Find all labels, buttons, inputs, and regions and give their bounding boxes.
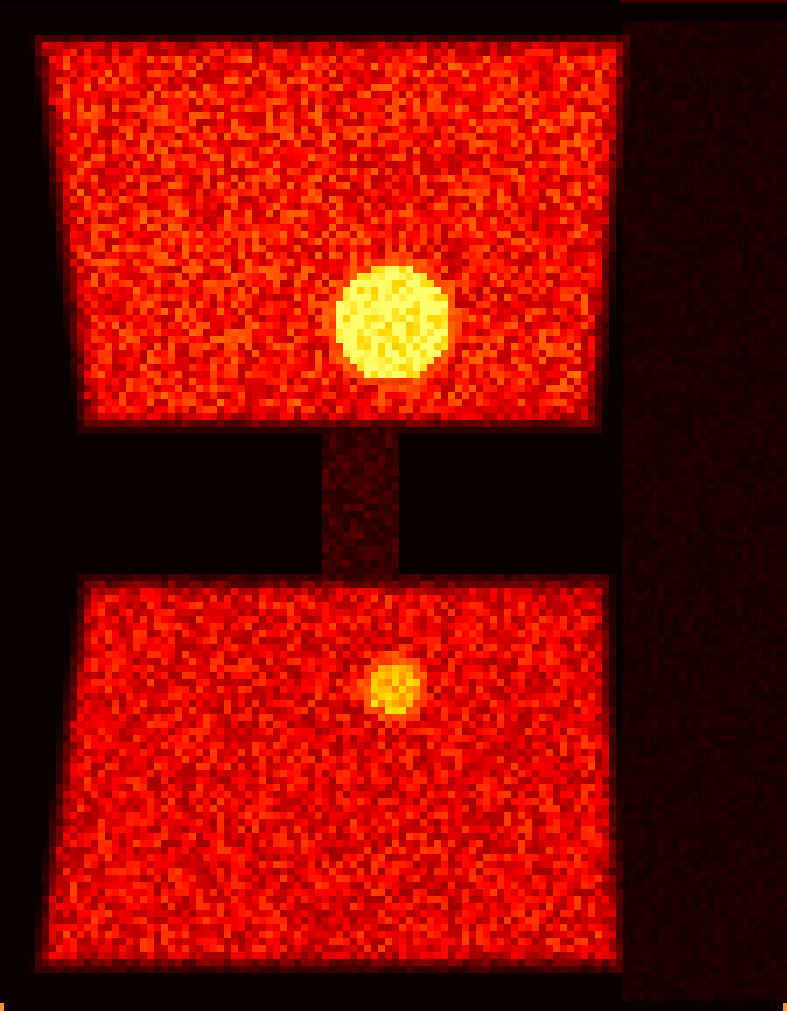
thermal-scan-image (0, 0, 787, 1011)
